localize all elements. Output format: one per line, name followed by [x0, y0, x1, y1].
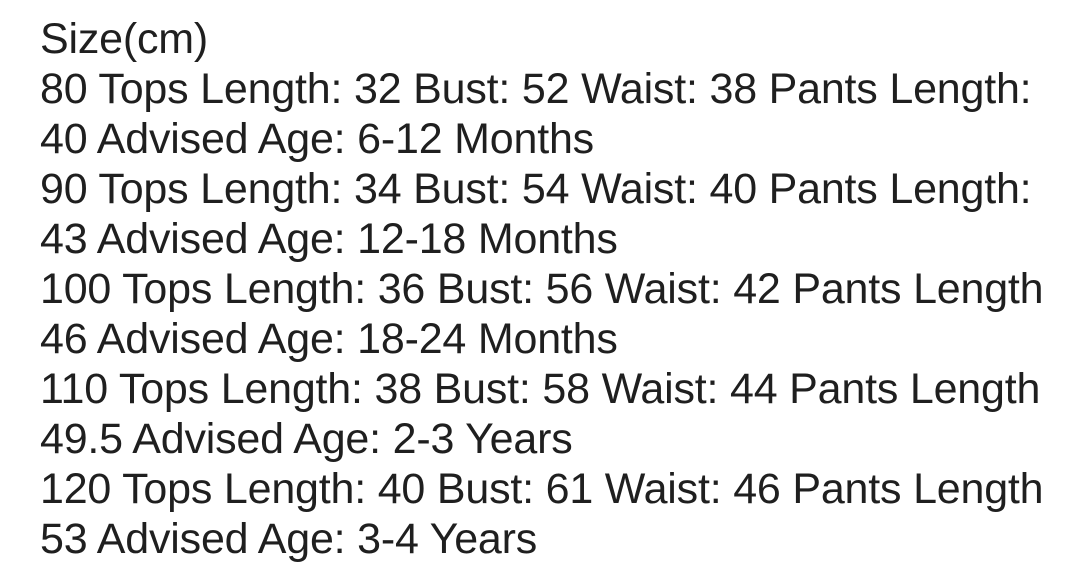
- size-chart-line-9: 120 Tops Length: 40 Bust: 61 Waist: 46 P…: [40, 465, 1042, 513]
- size-chart-line-7: 110 Tops Length: 38 Bust: 58 Waist: 44 P…: [40, 365, 1042, 413]
- size-chart-line-6: 46 Advised Age: 18-24 Months: [40, 315, 618, 363]
- size-chart-line-3: 90 Tops Length: 34 Bust: 54 Waist: 40 Pa…: [40, 165, 1032, 213]
- size-chart-line-4: 43 Advised Age: 12-18 Months: [40, 215, 618, 263]
- size-chart-title: Size(cm): [40, 15, 209, 63]
- size-chart-line-1: 80 Tops Length: 32 Bust: 52 Waist: 38 Pa…: [40, 65, 1032, 113]
- size-chart-line-2: 40 Advised Age: 6-12 Months: [40, 115, 594, 163]
- size-chart-line-8: 49.5 Advised Age: 2-3 Years: [40, 415, 573, 463]
- size-chart-line-10: 53 Advised Age: 3-4 Years: [40, 515, 538, 563]
- size-chart-line-5: 100 Tops Length: 36 Bust: 56 Waist: 42 P…: [40, 265, 1042, 313]
